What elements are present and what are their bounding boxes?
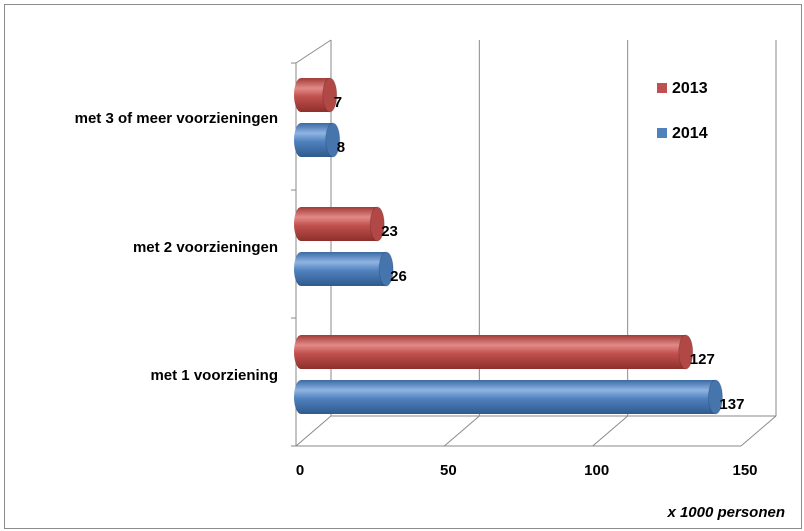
data-label: 23 (381, 223, 398, 240)
data-label: 127 (690, 351, 715, 368)
floor-line-1 (444, 415, 480, 447)
x-tick-label: 50 (440, 462, 457, 479)
x-tick-label: 100 (584, 462, 609, 479)
legend-swatch-2013 (657, 83, 667, 93)
legend-swatch-2014 (657, 128, 667, 138)
data-label: 137 (719, 396, 744, 413)
chart-labels: 0 50 100 150 met 3 of meer voorzieningen 7 8 me… (75, 94, 758, 479)
legend-label: 2014 (672, 125, 708, 142)
bar-2014-1 (301, 252, 387, 286)
bar-start-cap (294, 252, 308, 286)
y-category-label: met 3 of meer voorzieningen (75, 110, 278, 127)
bar-end-cap (678, 334, 694, 370)
bar-end-cap (325, 122, 341, 158)
legend-label: 2013 (672, 80, 708, 97)
bar-start-cap (294, 207, 308, 241)
data-label: 26 (390, 268, 407, 285)
x-axis-label: x 1000 personen (666, 504, 785, 521)
bar-end-cap (707, 379, 723, 415)
bar-2013-2 (301, 335, 686, 369)
bar-chart: 0 50 100 150 met 3 of meer voorzieningen 7 8 me… (75, 39, 785, 521)
data-label: 8 (337, 139, 345, 156)
data-label: 7 (334, 94, 342, 111)
bar-end-cap (322, 77, 338, 113)
left-wall-top (295, 39, 332, 64)
bar-end-cap (369, 206, 385, 242)
floor-line-3 (740, 415, 777, 447)
bar-end-cap (378, 251, 394, 287)
chart-frame: 0 50 100 150 met 3 of meer voorzieningen 7 8 me… (4, 4, 802, 529)
x-tick-label: 0 (296, 462, 304, 479)
bar-start-cap (294, 123, 308, 157)
chart-legend: 2013 2014 (657, 80, 708, 142)
bar-start-cap (294, 78, 308, 112)
y-category-label: met 2 voorzieningen (133, 239, 278, 256)
x-tick-label: 150 (732, 462, 757, 479)
floor-line-0 (295, 415, 332, 447)
chart-bars (294, 77, 723, 415)
bar-start-cap (294, 380, 308, 414)
bar-2014-2 (301, 380, 716, 414)
floor-line-2 (592, 415, 628, 447)
bar-2013-1 (301, 207, 378, 241)
chart-grid (291, 39, 777, 447)
bar-start-cap (294, 335, 308, 369)
y-category-label: met 1 voorziening (150, 367, 278, 384)
